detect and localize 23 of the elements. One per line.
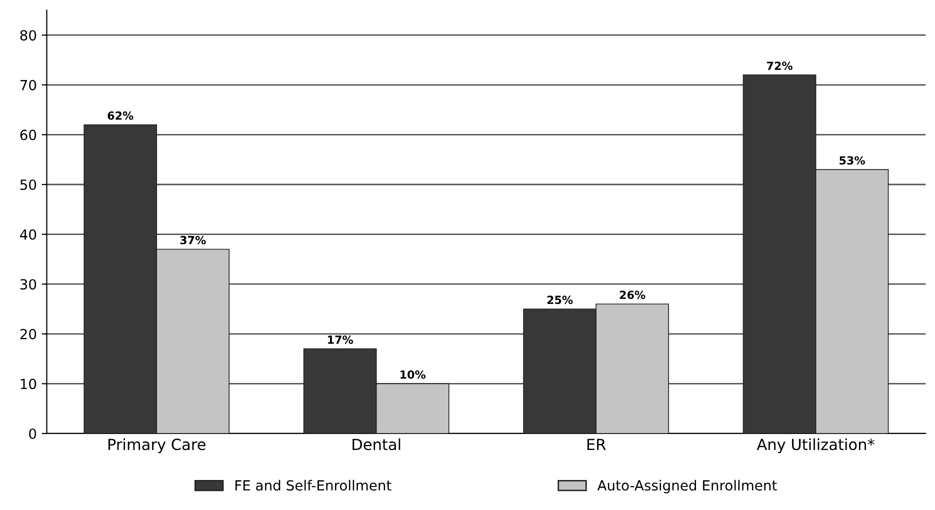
x-tick-label: Any Utilization* (756, 438, 874, 454)
legend-label: Auto-Assigned Enrollment (597, 480, 777, 494)
y-tick-label: 20 (20, 328, 36, 340)
data-label: 26% (620, 290, 646, 300)
data-label: 72% (766, 62, 792, 70)
x-tick-label: Primary Care (108, 438, 206, 454)
y-tick-label: 0 (29, 428, 36, 439)
y-tick-label: 60 (20, 130, 36, 140)
data-label: 53% (840, 156, 865, 165)
data-label: 10% (400, 370, 426, 379)
y-tick-label: 50 (20, 179, 36, 190)
data-label: 17% (328, 336, 354, 344)
x-tick-label: Dental (352, 438, 400, 450)
data-label: 37% (180, 236, 206, 244)
data-label: 62% (108, 111, 134, 120)
y-tick-label: 70 (20, 80, 36, 90)
y-tick-label: 80 (20, 30, 36, 41)
y-tick-label: 30 (20, 279, 36, 290)
y-tick-label: 40 (20, 229, 36, 240)
legend-label: FE and Self-Enrollment (235, 480, 392, 491)
y-tick-label: 10 (20, 378, 36, 390)
data-label: 25% (547, 296, 573, 304)
x-tick-label: ER (587, 438, 606, 450)
